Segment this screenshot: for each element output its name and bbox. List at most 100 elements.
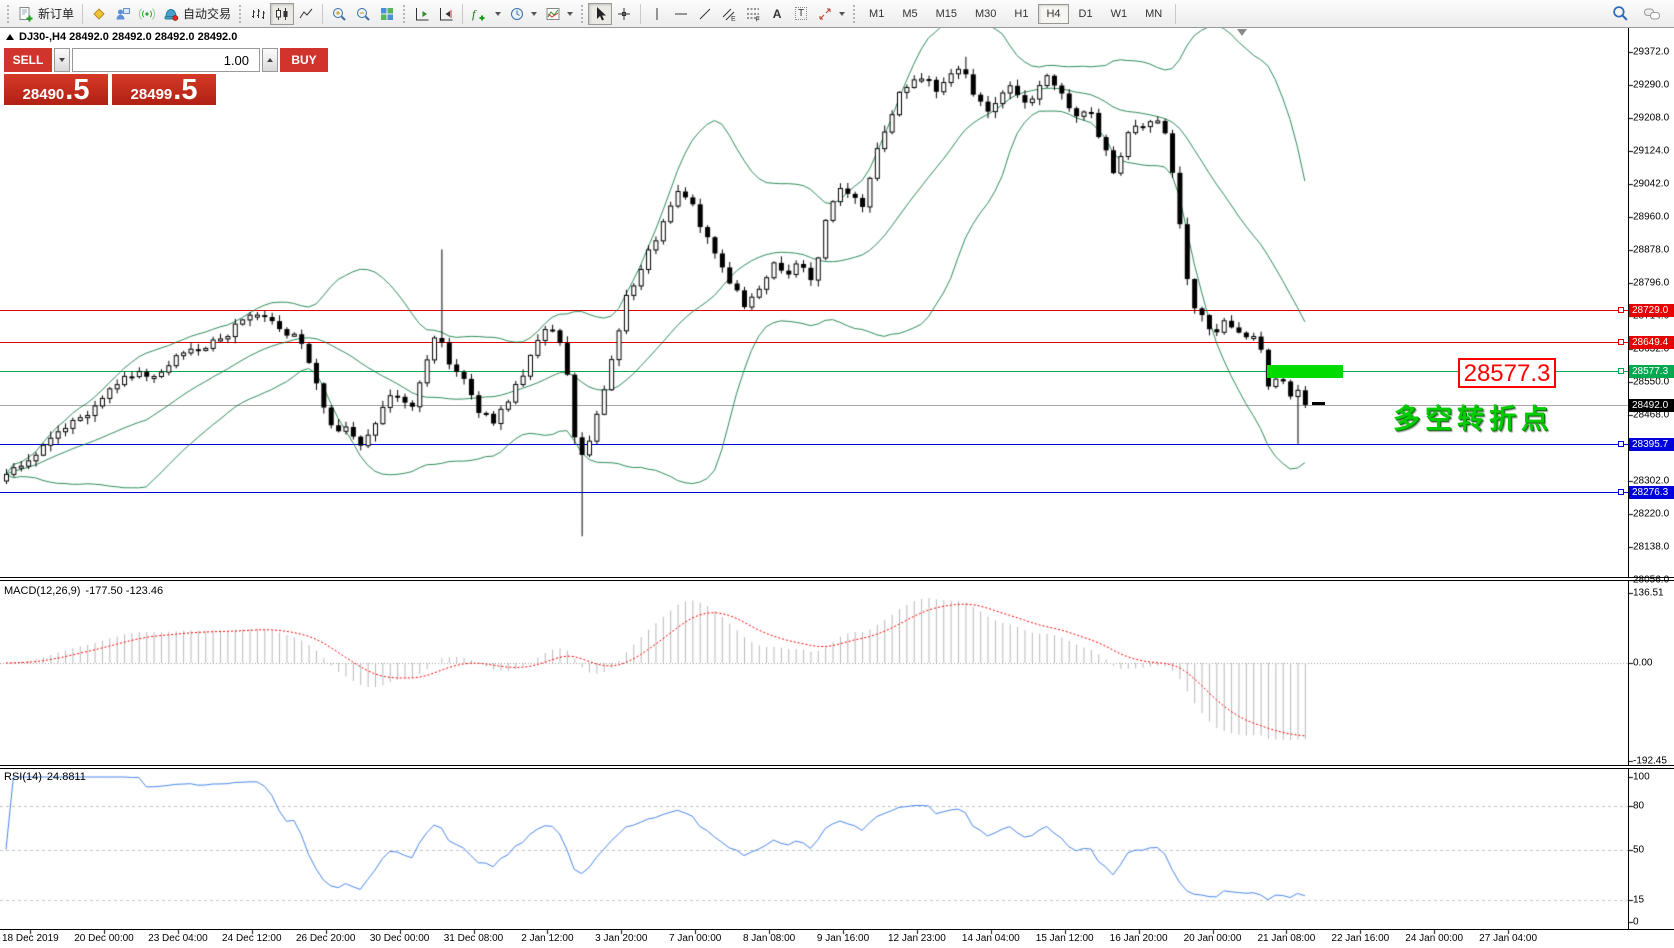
- candlestick-chart-button[interactable]: [270, 2, 295, 25]
- price-axis-tick[interactable]: 28468.0: [1633, 409, 1670, 421]
- text-label-tool-button[interactable]: T: [789, 3, 813, 25]
- x-axis-label[interactable]: 27 Jan 04:00: [1479, 933, 1538, 944]
- chart-shift-button[interactable]: [434, 3, 458, 25]
- bar-chart-button[interactable]: [246, 3, 270, 25]
- auto-scroll-button[interactable]: [410, 3, 434, 25]
- x-axis-label[interactable]: 16 Jan 20:00: [1109, 933, 1168, 944]
- line-anchor[interactable]: [1618, 489, 1624, 495]
- price-axis-tick[interactable]: 29290.0: [1633, 79, 1670, 91]
- profile-button[interactable]: [111, 3, 135, 25]
- x-axis-label[interactable]: 3 Jan 20:00: [595, 933, 648, 944]
- macd-panel-separator[interactable]: [0, 577, 1674, 581]
- equidistant-channel-tool-button[interactable]: E: [717, 3, 741, 25]
- line-chart-button[interactable]: [294, 3, 318, 25]
- fibonacci-tool-button[interactable]: F: [741, 3, 765, 25]
- x-axis-label[interactable]: 7 Jan 00:00: [669, 933, 722, 944]
- line-anchor[interactable]: [1618, 307, 1624, 313]
- buy-button[interactable]: BUY: [280, 48, 328, 72]
- timeframe-button-mn[interactable]: MN: [1145, 7, 1163, 20]
- price-axis-tick[interactable]: 29042.0: [1633, 178, 1670, 190]
- price-axis-tick[interactable]: 28138.0: [1633, 541, 1670, 553]
- price-axis-tick[interactable]: 29124.0: [1633, 145, 1670, 157]
- text-tool-button[interactable]: A: [765, 3, 789, 25]
- price-axis-tick[interactable]: 28220.0: [1633, 508, 1670, 520]
- periods-button[interactable]: [505, 3, 541, 25]
- trendline-tool-button[interactable]: [693, 3, 717, 25]
- x-axis-label[interactable]: 8 Jan 08:00: [742, 933, 796, 944]
- timeframe-button-w1[interactable]: W1: [1110, 7, 1128, 20]
- toolbar-grip[interactable]: [403, 4, 406, 23]
- toolbar-grip[interactable]: [853, 4, 856, 23]
- macd-axis-tick[interactable]: 0.00: [1633, 657, 1653, 669]
- timeframe-button-m1[interactable]: M1: [869, 7, 885, 20]
- x-axis-label[interactable]: 20 Jan 00:00: [1183, 933, 1242, 944]
- x-axis-label[interactable]: 24 Dec 12:00: [222, 933, 282, 944]
- toolbar-grip[interactable]: [7, 4, 10, 23]
- volume-decrease-button[interactable]: [54, 48, 70, 72]
- volume-increase-button[interactable]: [262, 48, 278, 72]
- rsi-panel-separator[interactable]: [0, 765, 1674, 769]
- buy-price-tile[interactable]: 28499 .5: [112, 74, 216, 105]
- line-anchor[interactable]: [1618, 441, 1624, 447]
- x-axis-label[interactable]: 30 Dec 00:00: [369, 933, 430, 944]
- price-axis-tick[interactable]: 29208.0: [1633, 112, 1670, 124]
- rsi-axis-tick[interactable]: 80: [1633, 800, 1645, 812]
- rsi-axis-tick[interactable]: 0: [1633, 916, 1639, 928]
- tile-windows-button[interactable]: [375, 3, 399, 25]
- toolbar-grip[interactable]: [581, 4, 584, 23]
- search-button[interactable]: [1608, 3, 1633, 25]
- rsi-axis-tick[interactable]: 15: [1633, 894, 1645, 906]
- price-axis-tick[interactable]: 28550.0: [1633, 376, 1670, 388]
- chart-shift-marker-icon[interactable]: [1237, 29, 1247, 36]
- metaeditor-button[interactable]: [87, 3, 111, 25]
- signals-button[interactable]: [135, 3, 159, 25]
- vertical-line-tool-button[interactable]: [645, 3, 669, 25]
- volume-input[interactable]: [72, 48, 260, 72]
- timeframe-button-h4[interactable]: H4: [1038, 3, 1069, 24]
- timeframe-button-h1[interactable]: H1: [1014, 7, 1029, 20]
- price-axis-tick[interactable]: 28796.0: [1633, 277, 1670, 289]
- x-axis-label[interactable]: 23 Dec 04:00: [148, 933, 208, 944]
- x-axis-label[interactable]: 2 Jan 12:00: [521, 933, 574, 944]
- x-axis-label[interactable]: 20 Dec 00:00: [74, 933, 134, 944]
- turning-point-note[interactable]: 多空转折点: [1393, 404, 1553, 434]
- price-axis-tick[interactable]: 29372.0: [1633, 46, 1670, 58]
- arrows-tool-button[interactable]: [813, 3, 849, 25]
- x-axis-label[interactable]: 21 Jan 08:00: [1257, 933, 1316, 944]
- highlight-rectangle-object[interactable]: [1267, 365, 1343, 378]
- line-anchor[interactable]: [1618, 368, 1624, 374]
- horizontal-line-tool-button[interactable]: [669, 3, 693, 25]
- crosshair-tool-button[interactable]: [612, 3, 636, 25]
- macd-axis-tick[interactable]: -192.45: [1633, 755, 1667, 767]
- price-axis-tick[interactable]: 28302.0: [1633, 475, 1670, 487]
- x-axis-label[interactable]: 9 Jan 16:00: [816, 933, 870, 944]
- line-anchor[interactable]: [1618, 339, 1624, 345]
- sell-price-tile[interactable]: 28490 .5: [4, 74, 108, 105]
- timeframe-button-d1[interactable]: D1: [1078, 7, 1093, 20]
- sell-button[interactable]: SELL: [4, 48, 52, 72]
- indicators-button[interactable]: f: [467, 3, 505, 25]
- x-axis-label[interactable]: 26 Dec 20:00: [295, 933, 356, 944]
- zoom-out-button[interactable]: [351, 3, 375, 25]
- price-label-object[interactable]: 28577.3: [1458, 358, 1556, 388]
- timeframe-button-m30[interactable]: M30: [975, 7, 997, 20]
- price-axis-tick[interactable]: 28056.0: [1633, 574, 1670, 586]
- x-axis-label[interactable]: 12 Jan 23:00: [887, 933, 946, 944]
- toolbar-grip[interactable]: [239, 4, 242, 23]
- price-axis-tick[interactable]: 28960.0: [1633, 211, 1670, 223]
- timeframe-button-m15[interactable]: M15: [935, 7, 957, 20]
- templates-button[interactable]: [541, 3, 577, 25]
- rsi-axis-tick[interactable]: 100: [1633, 771, 1650, 783]
- new-order-button[interactable]: 新订单: [14, 3, 78, 25]
- timeframe-button-m5[interactable]: M5: [902, 7, 918, 20]
- cursor-tool-button[interactable]: [588, 2, 613, 25]
- x-axis-label[interactable]: 31 Dec 08:00: [443, 933, 504, 944]
- x-axis-label[interactable]: 15 Jan 12:00: [1035, 933, 1094, 944]
- macd-axis-tick[interactable]: 136.51: [1633, 587, 1664, 599]
- zoom-in-button[interactable]: [327, 3, 351, 25]
- price-axis-tick[interactable]: 28878.0: [1633, 244, 1670, 256]
- x-axis-label[interactable]: 24 Jan 00:00: [1405, 933, 1464, 944]
- x-axis-label[interactable]: 14 Jan 04:00: [961, 933, 1020, 944]
- auto-trading-button[interactable]: 自动交易: [159, 3, 235, 25]
